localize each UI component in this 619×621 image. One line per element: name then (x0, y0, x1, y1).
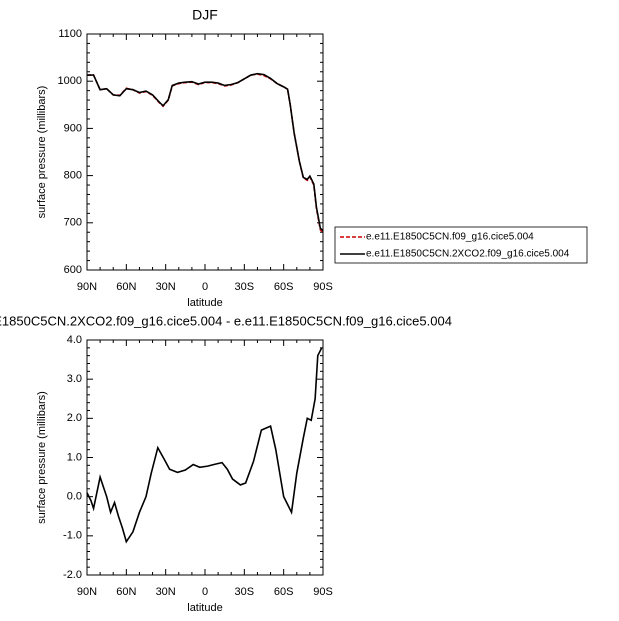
legend-box (334, 226, 588, 264)
y-tick-label: 600 (64, 264, 82, 276)
y-tick-label: 1000 (58, 75, 82, 87)
data-line (86, 347, 323, 544)
y-tick-label: 900 (64, 122, 82, 134)
x-axis-label: latitude (187, 297, 222, 309)
chart-title: e.e11.E1850C5CN.2XCO2.f09_g16.cice5.004 … (0, 313, 452, 328)
y-tick-label: -2.0 (63, 569, 82, 581)
y-tick-label: -1.0 (63, 530, 82, 542)
y-tick-label: 4.0 (67, 334, 82, 346)
x-tick-label: 60S (274, 281, 294, 293)
plot-frame (86, 339, 324, 576)
x-tick-label: 60S (274, 586, 294, 598)
x-tick-label: 90S (313, 586, 333, 598)
legend-label: e.e11.E1850C5CN.f09_g16.cice5.004 (366, 232, 534, 243)
legend-label: e.e11.E1850C5CN.2XCO2.f09_g16.cice5.004 (366, 249, 570, 260)
x-tick-label: 30S (235, 281, 255, 293)
y-tick-label: 1100 (58, 28, 82, 40)
x-tick-label: 0 (202, 281, 208, 293)
y-tick-label: 3.0 (67, 373, 82, 385)
y-tick-label: 700 (64, 217, 82, 229)
x-tick-label: 30N (156, 586, 176, 598)
x-tick-label: 60N (116, 281, 136, 293)
x-tick-label: 90N (77, 586, 97, 598)
data-line (87, 73, 324, 233)
x-axis-label: latitude (187, 602, 222, 614)
x-tick-label: 0 (202, 586, 208, 598)
y-tick-label: 1.0 (67, 451, 82, 463)
y-tick-label: 800 (64, 170, 82, 182)
x-tick-label: 90N (77, 281, 97, 293)
chart-title: DJF (192, 7, 218, 23)
x-tick-label: 30S (235, 586, 255, 598)
plot-frame (86, 33, 324, 271)
x-tick-label: 90S (313, 281, 333, 293)
x-tick-label: 60N (116, 586, 136, 598)
y-tick-label: 2.0 (67, 412, 82, 424)
y-axis-label: surface pressure (millibars) (36, 86, 48, 219)
y-tick-label: 0.0 (67, 491, 82, 503)
data-line (87, 72, 324, 231)
x-tick-label: 30N (156, 281, 176, 293)
y-axis-label: surface pressure (millibars) (36, 391, 48, 524)
